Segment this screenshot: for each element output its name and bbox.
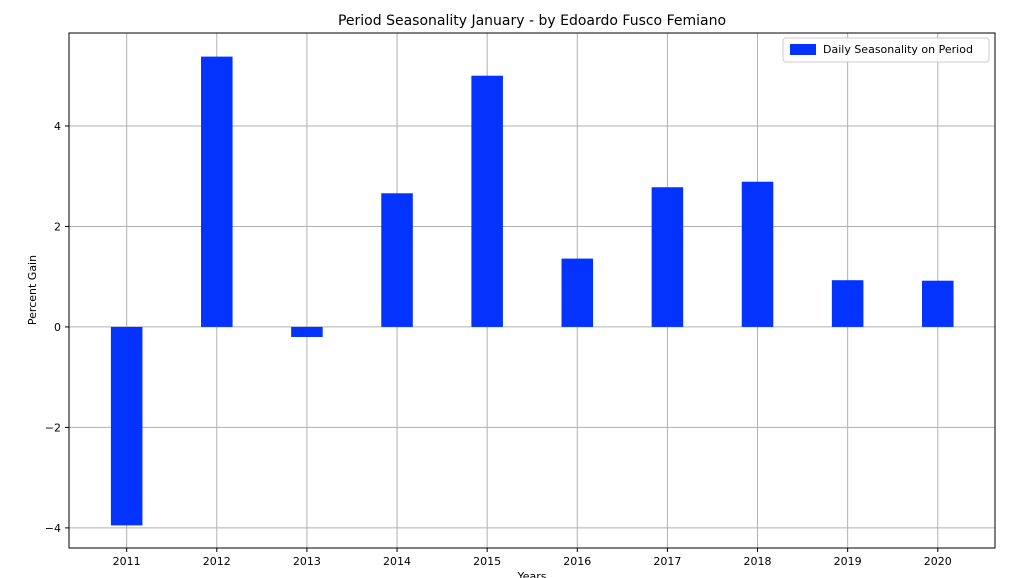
x-tick-label: 2011 (113, 555, 141, 568)
x-tick-label: 2020 (924, 555, 952, 568)
x-tick-label: 2018 (744, 555, 772, 568)
x-tick-label: 2014 (383, 555, 411, 568)
x-tick-label: 2016 (563, 555, 591, 568)
bar (741, 181, 774, 327)
y-tick-label: −2 (45, 421, 61, 434)
y-axis-label: Percent Gain (26, 255, 39, 325)
legend-swatch (790, 44, 816, 55)
bar (651, 187, 684, 327)
bar (110, 326, 143, 526)
y-axis-ticks: −4 −2 0 2 4 (45, 120, 69, 535)
x-tick-label: 2019 (834, 555, 862, 568)
y-tick-label: −4 (45, 522, 61, 535)
bar (471, 75, 503, 327)
y-tick-label: 4 (54, 120, 61, 133)
chart-title: Period Seasonality January - by Edoardo … (338, 13, 726, 29)
y-tick-label: 2 (54, 220, 61, 233)
bar (381, 193, 413, 327)
x-tick-label: 2017 (653, 555, 681, 568)
x-tick-label: 2012 (203, 555, 231, 568)
plot-frame (68, 32, 996, 549)
x-tick-label: 2013 (293, 555, 321, 568)
bars (110, 56, 954, 526)
bar (561, 258, 594, 327)
bar (831, 280, 864, 327)
bar (201, 56, 233, 327)
y-tick-label: 0 (54, 321, 61, 334)
legend-label: Daily Seasonality on Period (823, 43, 973, 56)
legend: Daily Seasonality on Period (782, 37, 990, 63)
x-axis-ticks: 2011 2012 2013 2014 2015 2016 2017 2018 2019 2020 (113, 548, 952, 568)
x-axis-label: Years (516, 570, 546, 578)
legend-box (782, 37, 990, 63)
bar (291, 326, 323, 337)
x-tick-label: 2015 (473, 555, 501, 568)
bar (922, 280, 954, 327)
